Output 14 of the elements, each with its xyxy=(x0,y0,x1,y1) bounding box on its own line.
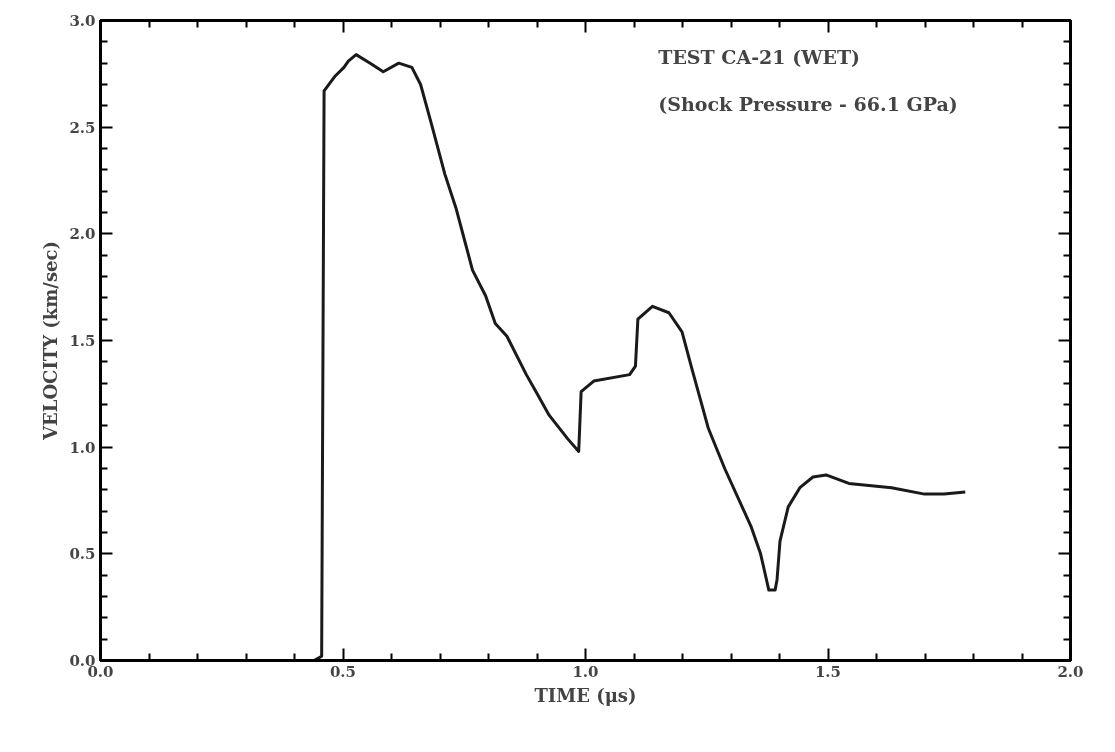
x-tick-label: 1.0 xyxy=(572,662,599,681)
y-tick-label: 2.0 xyxy=(69,225,96,244)
annotation: TEST CA-21 (WET) xyxy=(658,45,861,68)
annotation: (Shock Pressure - 66.1 GPa) xyxy=(658,92,958,115)
y-tick-label: 1.5 xyxy=(69,332,96,350)
x-tick-label: 0.5 xyxy=(329,662,357,681)
y-axis-title: VELOCITY (km/sec) xyxy=(40,241,62,441)
x-tick-label: 2.0 xyxy=(1057,662,1084,681)
y-tick-label: 3.0 xyxy=(69,12,96,30)
x-tick-label: 1.5 xyxy=(814,662,842,681)
y-tick-label: 0.5 xyxy=(69,545,96,564)
y-tick-label: 2.5 xyxy=(69,118,96,137)
x-axis-title: TIME (μs) xyxy=(534,684,637,706)
y-tick-label: 1.0 xyxy=(69,438,96,457)
